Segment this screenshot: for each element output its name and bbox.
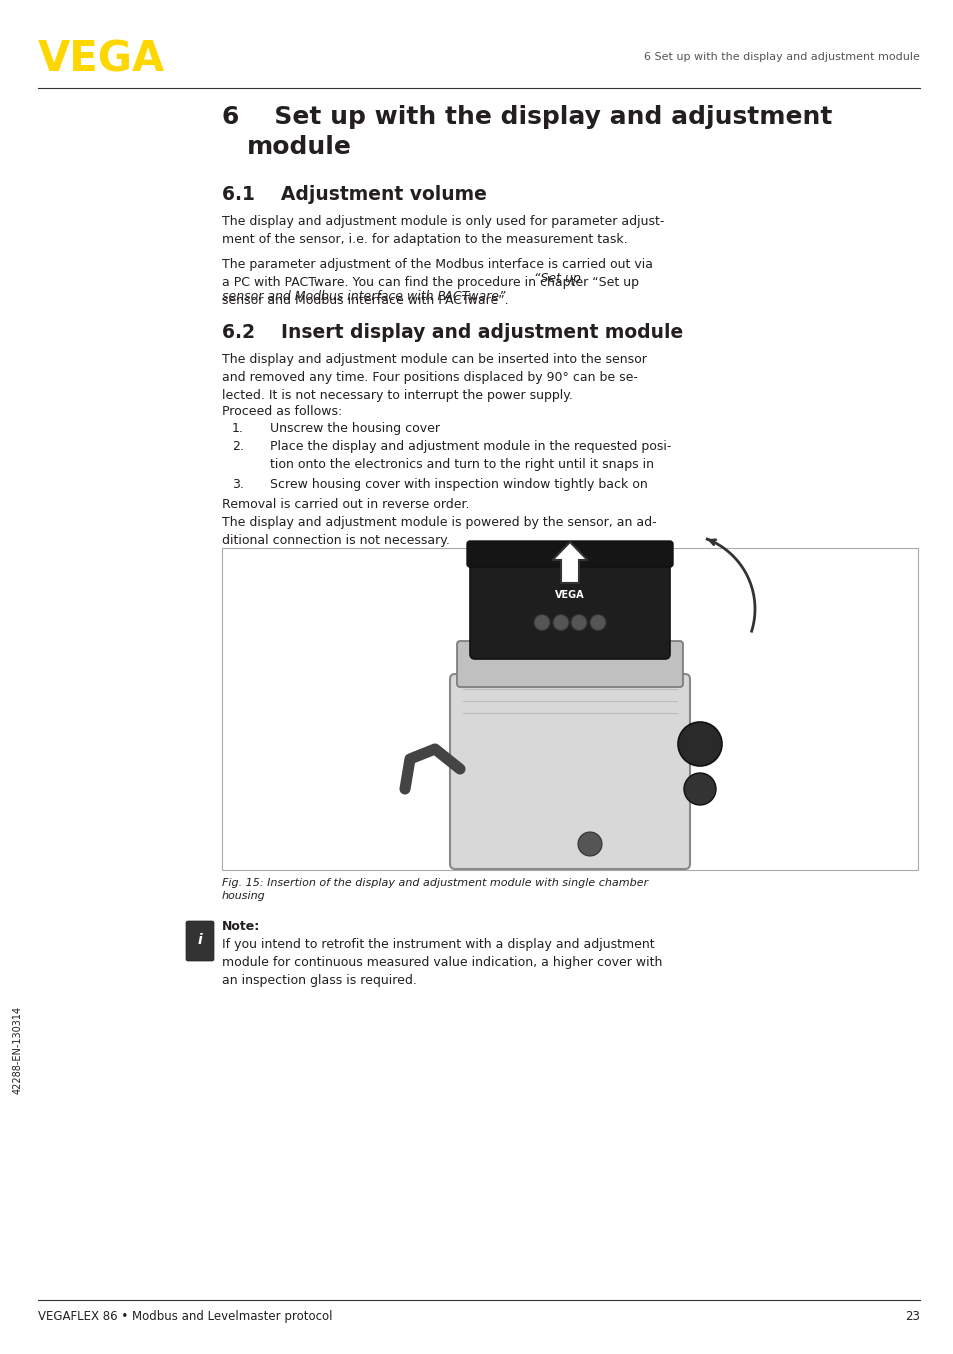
- Circle shape: [678, 722, 721, 766]
- FancyBboxPatch shape: [470, 559, 669, 659]
- Text: Unscrew the housing cover: Unscrew the housing cover: [270, 422, 439, 435]
- Text: Screw housing cover with inspection window tightly back on: Screw housing cover with inspection wind…: [270, 478, 647, 492]
- Text: Place the display and adjustment module in the requested posi-
tion onto the ele: Place the display and adjustment module …: [270, 440, 671, 471]
- Text: VEGAFLEX 86 • Modbus and Levelmaster protocol: VEGAFLEX 86 • Modbus and Levelmaster pro…: [38, 1311, 333, 1323]
- Text: Removal is carried out in reverse order.: Removal is carried out in reverse order.: [222, 498, 469, 510]
- Text: 6    Set up with the display and adjustment: 6 Set up with the display and adjustment: [222, 106, 832, 129]
- Text: The display and adjustment module can be inserted into the sensor
and removed an: The display and adjustment module can be…: [222, 353, 646, 402]
- Text: The parameter adjustment of the Modbus interface is carried out via
a PC with PA: The parameter adjustment of the Modbus i…: [222, 259, 652, 307]
- Text: Note:: Note:: [222, 919, 260, 933]
- Text: Proceed as follows:: Proceed as follows:: [222, 405, 342, 418]
- Text: Fig. 15: Insertion of the display and adjustment module with single chamber
hous: Fig. 15: Insertion of the display and ad…: [222, 877, 648, 902]
- Text: 3.: 3.: [232, 478, 244, 492]
- Text: 1.: 1.: [232, 422, 244, 435]
- Text: The display and adjustment module is only used for parameter adjust-
ment of the: The display and adjustment module is onl…: [222, 215, 663, 246]
- Text: module: module: [247, 135, 352, 158]
- Text: 2.: 2.: [232, 440, 244, 454]
- Circle shape: [578, 831, 601, 856]
- FancyBboxPatch shape: [450, 674, 689, 869]
- FancyBboxPatch shape: [186, 921, 213, 961]
- Text: 6 Set up with the display and adjustment module: 6 Set up with the display and adjustment…: [643, 51, 919, 62]
- Text: “Set up
sensor and Modbus interface with PACTware”: “Set up sensor and Modbus interface with…: [222, 272, 580, 303]
- Circle shape: [571, 615, 586, 631]
- Text: VEGA: VEGA: [555, 590, 584, 601]
- Text: 6.2    Insert display and adjustment module: 6.2 Insert display and adjustment module: [222, 324, 682, 343]
- Circle shape: [589, 615, 605, 631]
- Text: If you intend to retrofit the instrument with a display and adjustment
module fo: If you intend to retrofit the instrument…: [222, 938, 661, 987]
- FancyArrow shape: [552, 542, 587, 584]
- Circle shape: [683, 773, 716, 806]
- Circle shape: [534, 615, 550, 631]
- Bar: [222, 548, 917, 871]
- Text: 6.1    Adjustment volume: 6.1 Adjustment volume: [222, 185, 486, 204]
- Text: i: i: [197, 933, 202, 946]
- FancyBboxPatch shape: [456, 640, 682, 686]
- Text: VEGA: VEGA: [38, 38, 165, 80]
- Text: 23: 23: [904, 1311, 919, 1323]
- Text: The display and adjustment module is powered by the sensor, an ad-
ditional conn: The display and adjustment module is pow…: [222, 516, 656, 547]
- FancyBboxPatch shape: [467, 542, 672, 567]
- Circle shape: [553, 615, 568, 631]
- Text: 42288-EN-130314: 42288-EN-130314: [13, 1006, 23, 1094]
